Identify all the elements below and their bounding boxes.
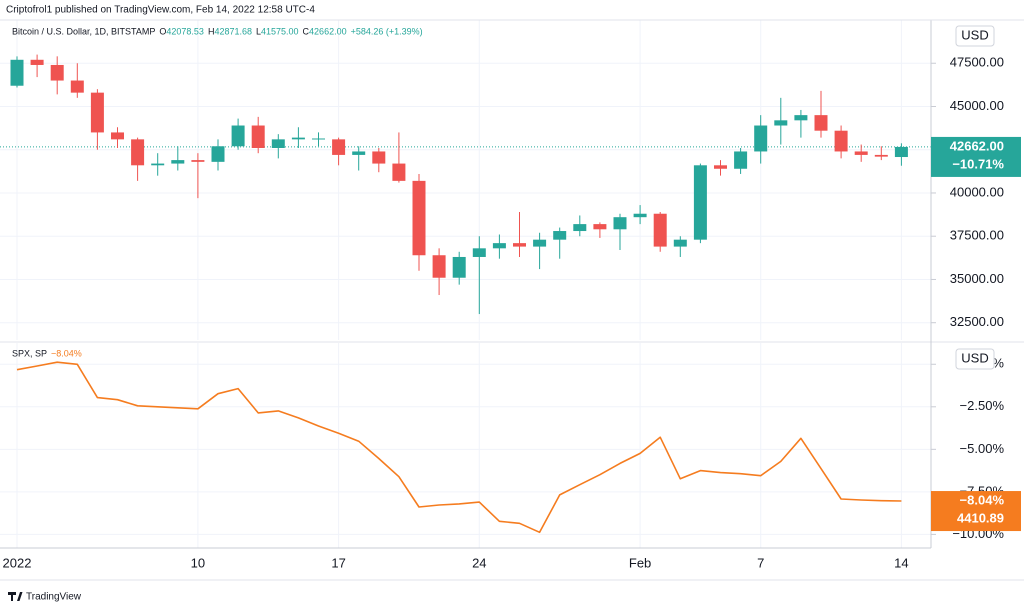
ohlc-legend: C [303,26,310,36]
candle-body [30,59,44,65]
y-tick-label: −2.50% [960,398,1005,413]
candle-body [754,125,768,152]
candle-body [432,255,446,278]
candle-body [553,231,567,240]
ohlc-legend: O [159,26,166,36]
ohlc-legend: 42871.68 [214,26,252,36]
last-change-label: −10.71% [952,156,1004,171]
candle-body [231,125,245,147]
candle-body [291,137,305,140]
currency-label[interactable]: USD [961,350,988,365]
x-tick-label: Feb [629,555,651,570]
candle-body [774,120,788,126]
y-tick-label: 32500.00 [950,314,1004,329]
footer-text: TradingView [26,592,82,603]
candle-body [191,160,205,162]
candle-body [492,243,506,249]
x-tick-label: 14 [894,555,908,570]
ohlc-legend: 42078.53 [166,26,204,36]
tradingview-logo: TradingView [8,592,82,603]
x-tick-label: 2022 [3,555,32,570]
series-title: SPX, SP [12,348,47,358]
candle-body [533,239,547,247]
x-tick-label: 24 [472,555,486,570]
y-tick-label: 45000.00 [950,98,1004,113]
currency-button[interactable] [955,25,995,47]
logo-icon [8,592,23,601]
x-tick-label: 10 [191,555,205,570]
candle-body [513,243,526,247]
candle-body [814,115,828,131]
candle-body [874,154,888,157]
candle-body [111,132,124,140]
last-price-label: 4410.89 [957,510,1004,525]
series-legend-value: −8.04% [51,348,82,358]
series-title: Bitcoin / U.S. Dollar, 1D, BITSTAMP [12,26,155,36]
candle-body [573,224,587,232]
y-tick-label: 37500.00 [950,228,1004,243]
candle-body [50,64,64,81]
y-tick-label: 47500.00 [950,55,1004,70]
candle-body [131,139,145,166]
ohlc-legend: 41575.00 [261,26,299,36]
publish-header: Criptofrol1 published on TradingView.com… [6,5,315,16]
candle-body [392,163,406,181]
candle-body [372,151,386,164]
line-series [16,361,902,534]
currency-button[interactable] [955,348,995,370]
candle-body [472,248,486,257]
candle-body [271,139,285,148]
candle-body [151,163,165,166]
last-value-box [931,491,1021,532]
candle-body [251,125,265,148]
x-tick-label: 7 [757,555,764,570]
candle-body [653,213,667,247]
candle-body [412,180,426,256]
candle-body [452,256,466,278]
candle-body [90,92,104,133]
candle-body [714,165,727,169]
last-value-label: −8.04% [960,492,1005,507]
candle-body [894,146,908,158]
candle-body [312,138,325,140]
last-price-box [931,136,1021,177]
x-tick-label: 17 [331,555,345,570]
ohlc-legend: L [256,26,261,36]
candle-body [332,139,346,155]
candle-body [734,151,748,169]
candle-body [171,160,185,164]
y-tick-label: 35000.00 [950,271,1004,286]
last-price-label: 42662.00 [950,138,1004,153]
candle-body [10,59,24,86]
candle-body [352,151,366,155]
candle-body [693,165,707,240]
marks [0,54,931,534]
ohlc-legend: H [208,26,215,36]
candle-body [70,80,84,93]
y-tick-label: 40000.00 [950,184,1004,199]
ohlc-legend: +584.26 (+1.39%) [351,26,423,36]
currency-label[interactable]: USD [961,27,988,42]
candle-body [673,239,687,247]
candle-body [834,130,848,152]
y-tick-label: −5.00% [960,441,1005,456]
labels: 2022 10 17 24 Feb 7 14 47500.00 45000.00 40000.00… [3,25,1021,570]
candle-body [854,151,868,155]
candle-body [613,217,627,230]
candle-body [633,213,647,218]
candle-body [794,115,808,121]
candle-body [593,224,607,230]
candle-body [211,146,225,162]
ohlc-legend: 42662.00 [309,26,347,36]
